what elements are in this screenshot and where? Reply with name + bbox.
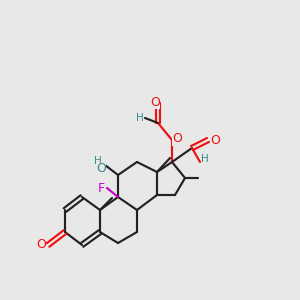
Text: H: H — [94, 156, 102, 166]
Text: O: O — [150, 95, 160, 109]
Text: H: H — [136, 113, 144, 123]
Text: O: O — [172, 133, 182, 146]
Text: O: O — [96, 163, 106, 176]
Text: O: O — [36, 238, 46, 251]
Text: H: H — [201, 154, 209, 164]
Text: O: O — [210, 134, 220, 146]
Text: F: F — [98, 182, 105, 194]
